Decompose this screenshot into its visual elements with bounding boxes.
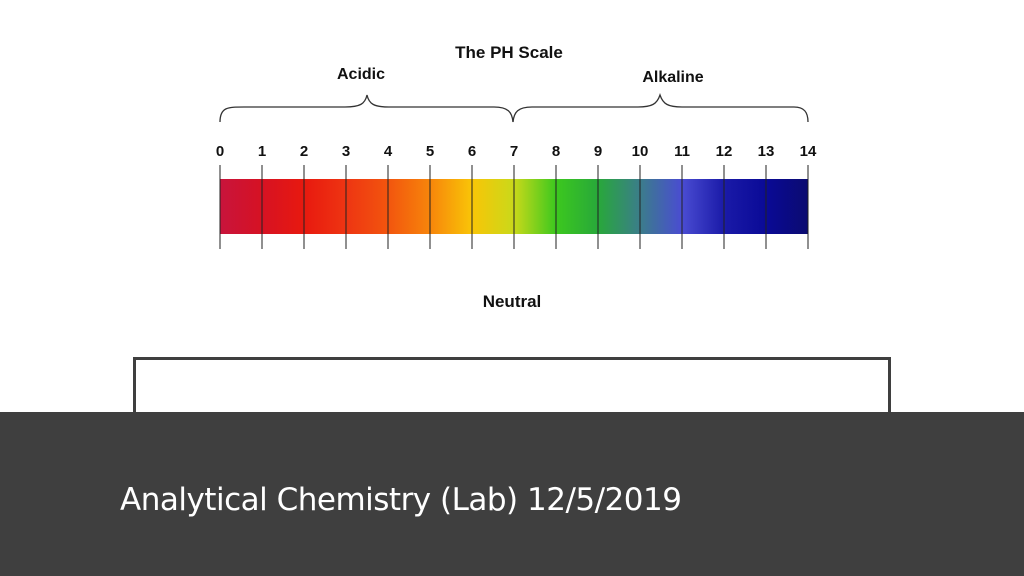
footer-band bbox=[0, 412, 1024, 576]
acidic-label: Acidic bbox=[337, 66, 385, 83]
slide-title: Analytical Chemistry (Lab) 12/5/2019 bbox=[120, 482, 682, 518]
scale-label-10: 10 bbox=[632, 143, 649, 160]
scale-label-3: 3 bbox=[342, 143, 350, 160]
alkaline-brace bbox=[512, 92, 809, 123]
diagram-title: The PH Scale bbox=[455, 43, 563, 62]
scale-label-0: 0 bbox=[216, 143, 224, 160]
acidic-brace bbox=[219, 94, 514, 123]
scale-label-1: 1 bbox=[258, 143, 266, 160]
scale-label-6: 6 bbox=[468, 143, 476, 160]
scale-label-4: 4 bbox=[384, 143, 393, 160]
alkaline-label: Alkaline bbox=[642, 69, 703, 86]
scale-label-2: 2 bbox=[300, 143, 308, 160]
scale-label-14: 14 bbox=[800, 143, 817, 160]
scale-label-12: 12 bbox=[716, 143, 733, 160]
scale-ticks bbox=[219, 165, 809, 249]
scale-label-8: 8 bbox=[552, 143, 560, 160]
neutral-label: Neutral bbox=[483, 292, 542, 311]
scale-labels: 0 1 2 3 4 5 6 7 8 9 10 11 12 13 14 bbox=[216, 143, 817, 160]
scale-label-11: 11 bbox=[674, 143, 690, 160]
scale-label-13: 13 bbox=[758, 143, 775, 160]
scale-label-7: 7 bbox=[510, 143, 518, 160]
scale-label-9: 9 bbox=[594, 143, 602, 160]
scale-label-5: 5 bbox=[426, 143, 434, 160]
